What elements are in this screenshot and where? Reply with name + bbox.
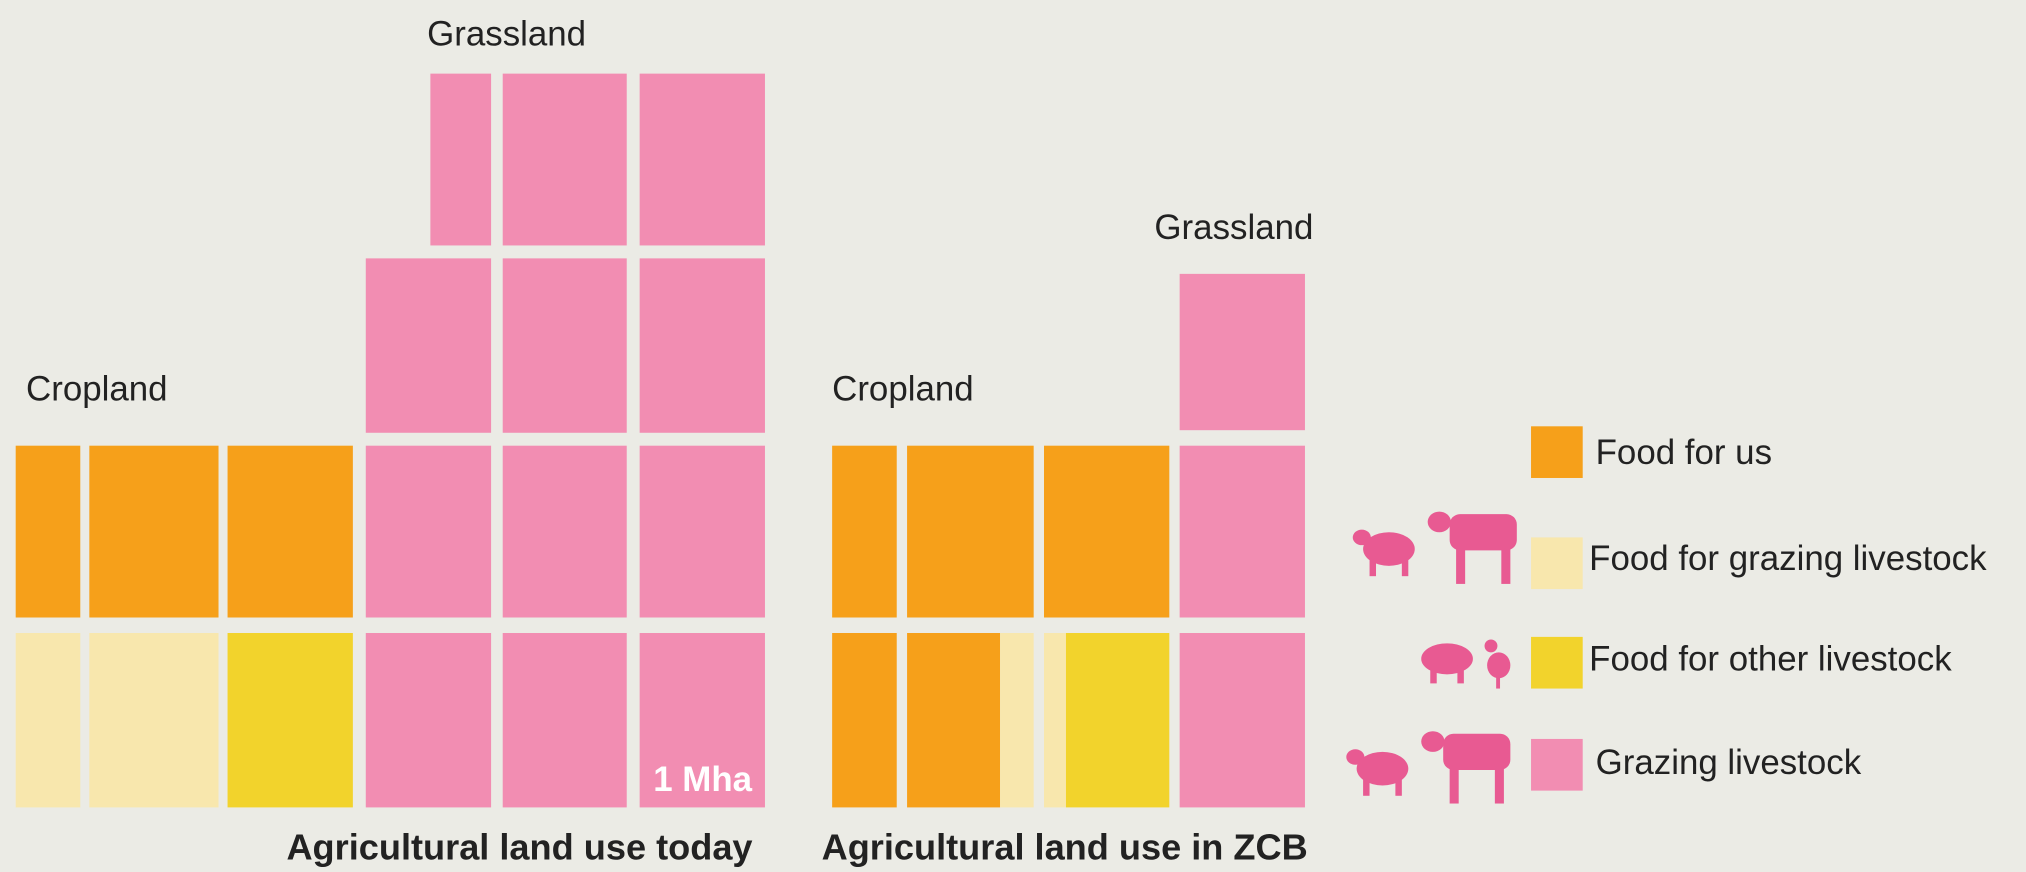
square bbox=[1179, 273, 1305, 431]
square bbox=[907, 445, 1034, 618]
square bbox=[832, 445, 897, 618]
legend-label: Food for us bbox=[1596, 433, 1772, 472]
square bbox=[1000, 633, 1034, 808]
pig-chicken-icon bbox=[1421, 639, 1511, 689]
square bbox=[639, 73, 765, 246]
square bbox=[502, 258, 627, 433]
cropland-label: Cropland bbox=[832, 370, 974, 409]
panel-zcb: Grassland Cropland Agricultural land use… bbox=[822, 208, 1314, 867]
square bbox=[227, 445, 353, 618]
legend: Food for us Food for grazing livestock F… bbox=[1346, 426, 1987, 804]
square bbox=[1044, 633, 1066, 808]
square bbox=[365, 445, 492, 618]
unit-label: 1 Mha bbox=[653, 760, 752, 799]
legend-label: Food for other livestock bbox=[1589, 640, 1952, 679]
square bbox=[639, 445, 765, 618]
panel-title: Agricultural land use in ZCB bbox=[822, 827, 1308, 868]
legend-label: Food for grazing livestock bbox=[1589, 539, 1987, 578]
legend-label: Grazing livestock bbox=[1596, 743, 1862, 782]
square bbox=[365, 633, 492, 808]
sheep-cow-icon bbox=[1346, 731, 1511, 804]
square bbox=[502, 633, 627, 808]
legend-swatch bbox=[1531, 537, 1583, 590]
square bbox=[15, 445, 81, 618]
square bbox=[15, 633, 81, 808]
square bbox=[365, 258, 492, 433]
square bbox=[89, 633, 219, 808]
square bbox=[502, 445, 627, 618]
square bbox=[639, 633, 765, 808]
legend-swatch bbox=[1531, 426, 1583, 478]
square bbox=[430, 73, 492, 246]
square bbox=[227, 633, 353, 808]
square bbox=[1065, 633, 1170, 808]
square bbox=[502, 73, 627, 246]
square bbox=[832, 633, 897, 808]
cropland-label: Cropland bbox=[26, 370, 168, 409]
square bbox=[907, 633, 1001, 808]
grassland-label: Grassland bbox=[1154, 208, 1313, 247]
square bbox=[1044, 445, 1170, 618]
square bbox=[1179, 633, 1305, 808]
square bbox=[639, 258, 765, 433]
square bbox=[1179, 445, 1305, 618]
panel-title: Agricultural land use today bbox=[286, 827, 752, 868]
panel-today: Grassland Cropland 1 Mha Agricultural la… bbox=[15, 14, 765, 868]
grassland-label: Grassland bbox=[427, 14, 586, 53]
legend-swatch bbox=[1531, 636, 1583, 689]
square bbox=[89, 445, 219, 618]
legend-swatch bbox=[1531, 738, 1583, 791]
sheep-cow-icon bbox=[1352, 511, 1517, 584]
